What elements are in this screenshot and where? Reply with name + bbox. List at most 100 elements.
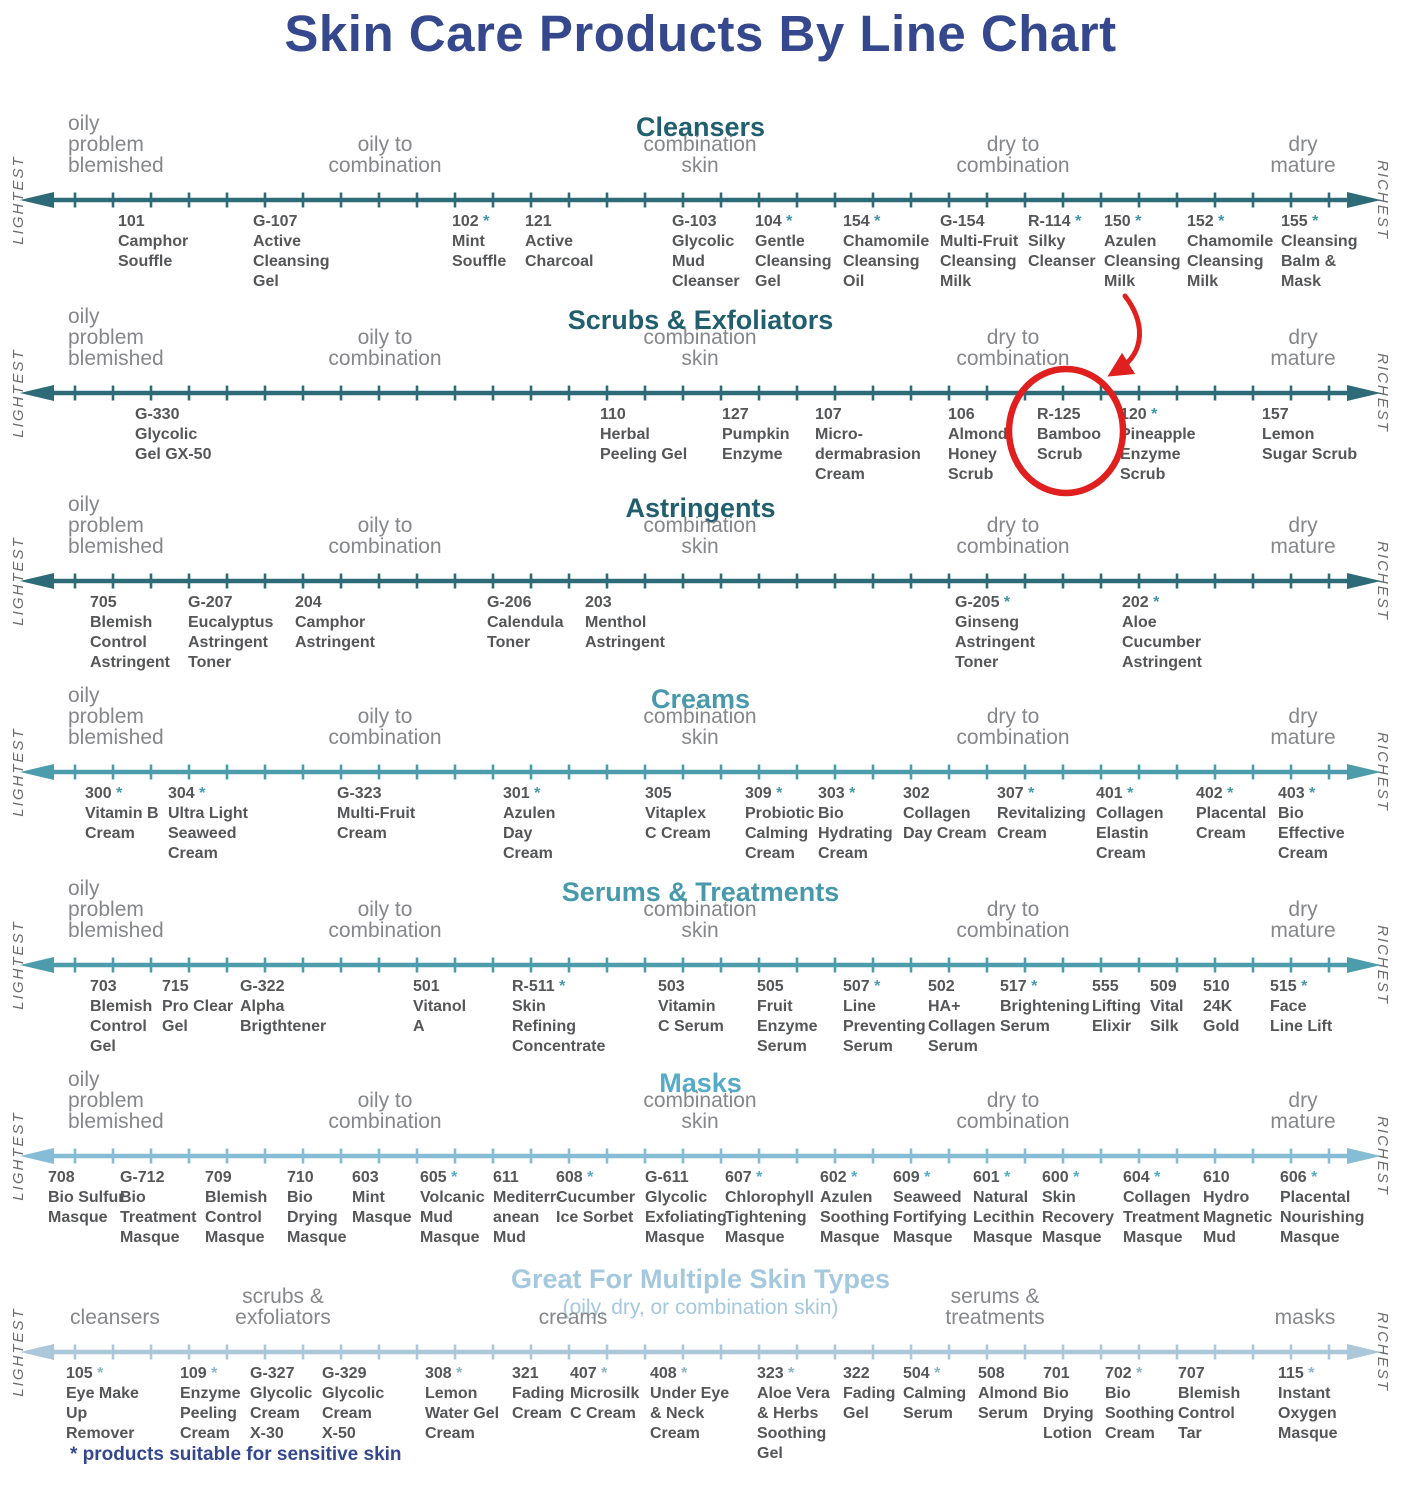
skin-type-label: dry to combination: [956, 133, 1070, 177]
product-403: 403 * Bio Effective Cream: [1278, 785, 1345, 862]
product-104: 104 * Gentle Cleansing Gel: [755, 213, 832, 290]
skin-type-label: serums & treatments: [945, 1285, 1045, 1329]
product-109: 109 * Enzyme Peeling Cream: [180, 1365, 241, 1442]
timeline-axis: [20, 957, 1381, 973]
product-607: 607 * Chlorophyll Tightening Masque: [725, 1169, 814, 1246]
skin-type-label: dry mature: [1270, 705, 1336, 749]
product-509: 509 Vital Silk: [1150, 978, 1184, 1035]
product-110: 110 Herbal Peeling Gel: [600, 406, 688, 463]
section-title: Creams: [650, 684, 751, 714]
skin-type-label: combination skin: [643, 1089, 757, 1133]
product-708: 708 Bio Sulfur Masque: [48, 1169, 125, 1226]
product-702: 702 * Bio Soothing Cream: [1105, 1365, 1175, 1442]
product-517: 517 * Brightening Serum: [1000, 978, 1090, 1035]
section-subtitle: (oily, dry, or combination skin): [562, 1296, 839, 1319]
skin-type-label: oily to combination: [328, 133, 442, 177]
product-510: 510 24K Gold: [1203, 978, 1240, 1035]
product-G-206: G-206 Calendula Toner: [487, 594, 564, 651]
skin-type-label: combination skin: [643, 133, 757, 177]
product-G-330: G-330 Glycolic Gel GX-50: [135, 406, 212, 463]
skin-type-label: oily problem blemished: [68, 112, 164, 177]
product-303: 303 * Bio Hydrating Cream: [818, 785, 893, 862]
product-G-107: G-107 Active Cleansing Gel: [253, 213, 330, 290]
section-title: Serums & Treatments: [561, 877, 840, 907]
product-305: 305 Vitaplex C Cream: [645, 785, 711, 842]
skin-type-label: combination skin: [643, 514, 757, 558]
product-600: 600 * Skin Recovery Masque: [1042, 1169, 1115, 1246]
product-203: 203 Menthol Astringent: [585, 594, 665, 651]
skin-type-label: oily to combination: [328, 705, 442, 749]
product-120: 120 * Pineapple Enzyme Scrub: [1120, 406, 1196, 483]
product-608: 608 * Cucumber Ice Sorbet: [556, 1169, 636, 1226]
skin-type-label: oily to combination: [328, 898, 442, 942]
product-703: 703 Blemish Control Gel: [90, 978, 153, 1055]
skin-type-label: dry to combination: [956, 898, 1070, 942]
product-401: 401 * Collagen Elastin Cream: [1096, 785, 1164, 862]
skin-type-label: oily problem blemished: [68, 305, 164, 370]
product-501: 501 Vitanol A: [413, 978, 467, 1035]
product-G-329: G-329 Glycolic Cream X-50: [322, 1365, 385, 1442]
skin-type-label: combination skin: [643, 705, 757, 749]
product-715: 715 Pro Clear Gel: [162, 978, 234, 1035]
skin-type-label: oily problem blemished: [68, 684, 164, 749]
skin-type-label: dry mature: [1270, 326, 1336, 370]
product-155: 155 * Cleansing Balm & Mask: [1281, 213, 1358, 290]
timeline-axis: [20, 192, 1381, 208]
product-G-103: G-103 Glycolic Mud Cleanser: [672, 213, 740, 290]
product-408: 408 * Under Eye & Neck Cream: [650, 1365, 730, 1442]
product-121: 121 Active Charcoal: [525, 213, 594, 270]
product-127: 127 Pumpkin Enzyme: [722, 406, 790, 463]
timeline-axis: [20, 573, 1381, 589]
product-502: 502 HA+ Collagen Serum: [928, 978, 996, 1055]
skin-type-label: oily to combination: [328, 326, 442, 370]
product-308: 308 * Lemon Water Gel Cream: [425, 1365, 500, 1442]
product-503: 503 Vitamin C Serum: [658, 978, 724, 1035]
skin-type-label: scrubs & exfoliators: [235, 1285, 331, 1329]
section-title: Cleansers: [635, 112, 766, 142]
product-407: 407 * Microsilk C Cream: [570, 1365, 640, 1422]
product-106: 106 Almond Honey Scrub: [948, 406, 1008, 483]
product-G-327: G-327 Glycolic Cream X-30: [250, 1365, 313, 1442]
product-304: 304 * Ultra Light Seaweed Cream: [168, 785, 248, 862]
product-202: 202 * Aloe Cucumber Astringent: [1122, 594, 1202, 671]
product-G-323: G-323 Multi-Fruit Cream: [337, 785, 416, 842]
product-G-205: G-205 * Ginseng Astringent Toner: [955, 594, 1035, 671]
product-300: 300 * Vitamin B Cream: [85, 785, 159, 842]
product-R-114: R-114 * Silky Cleanser: [1028, 213, 1096, 270]
product-611: 611 Mediterr-anean Mud: [493, 1169, 562, 1246]
product-R-511: R-511 * Skin Refining Concentrate: [512, 978, 606, 1055]
product-204: 204 Camphor Astringent: [295, 594, 375, 651]
skin-type-label: masks: [1274, 1306, 1336, 1329]
skin-type-label: oily problem blemished: [68, 493, 164, 558]
section-title: Masks: [659, 1068, 742, 1098]
section-title: Astringents: [625, 493, 776, 523]
product-G-712: G-712 Bio Treatment Masque: [120, 1169, 197, 1246]
product-105: 105 * Eye Make Up Remover: [66, 1365, 139, 1442]
product-152: 152 * Chamomile Cleansing Milk: [1187, 213, 1274, 290]
product-321: 321 Fading Cream: [512, 1365, 565, 1422]
product-154: 154 * Chamomile Cleansing Oil: [843, 213, 930, 290]
product-G-322: G-322 Alpha Brigthtener: [240, 978, 327, 1035]
product-G-207: G-207 Eucalyptus Astringent Toner: [188, 594, 274, 671]
skin-type-label: cleansers: [70, 1306, 160, 1329]
product-150: 150 * Azulen Cleansing Milk: [1104, 213, 1181, 290]
product-505: 505 Fruit Enzyme Serum: [757, 978, 818, 1055]
product-504: 504 * Calming Serum: [903, 1365, 967, 1422]
skin-type-label: dry to combination: [956, 514, 1070, 558]
product-102: 102 * Mint Souffle: [452, 213, 507, 270]
product-302: 302 Collagen Day Cream: [903, 785, 987, 842]
product-507: 507 * Line Preventing Serum: [843, 978, 926, 1055]
skin-type-label: dry mature: [1270, 514, 1336, 558]
product-107: 107 Micro-dermabrasion Cream: [815, 406, 921, 483]
product-G-154: G-154 Multi-Fruit Cleansing Milk: [940, 213, 1019, 290]
skin-type-label: oily to combination: [328, 1089, 442, 1133]
product-605: 605 * Volcanic Mud Masque: [420, 1169, 485, 1246]
product-307: 307 * Revitalizing Cream: [997, 785, 1086, 842]
skin-type-label: dry mature: [1270, 133, 1336, 177]
skin-type-label: dry to combination: [956, 705, 1070, 749]
sensitive-skin-note: * products suitable for sensitive skin: [70, 1444, 402, 1465]
product-301: 301 * Azulen Day Cream: [503, 785, 556, 862]
product-555: 555 Lifting Elixir: [1092, 978, 1141, 1035]
skin-type-label: creams: [538, 1306, 608, 1329]
